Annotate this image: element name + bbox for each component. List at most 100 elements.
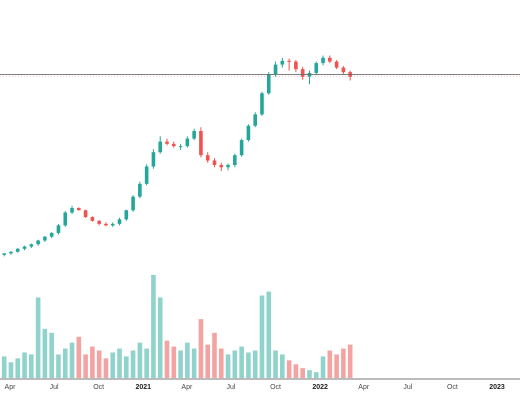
volume-bar <box>225 354 231 378</box>
volume-bar <box>205 344 211 378</box>
candle-body <box>287 60 291 62</box>
volume-bar <box>178 350 183 378</box>
x-tick-label-year: 2022 <box>312 384 328 391</box>
volume-bar <box>15 358 21 378</box>
candle-body <box>77 208 81 211</box>
volume-bar <box>313 372 319 378</box>
volume-bar <box>191 348 197 378</box>
volume-bar <box>232 350 238 378</box>
candle-body <box>260 93 264 115</box>
candle-body <box>165 141 169 144</box>
volume-bar <box>218 348 224 378</box>
candle-body <box>314 63 319 73</box>
x-tick-label-year: 2021 <box>135 384 151 391</box>
volume-bar <box>83 354 88 378</box>
x-tick-label: Oct <box>93 384 104 391</box>
volume-bar <box>320 356 326 378</box>
x-tick-label: Jul <box>50 384 59 391</box>
candle-body <box>9 251 13 254</box>
volume-bar <box>103 358 109 378</box>
candle-body <box>233 155 237 165</box>
candle-body <box>266 74 271 94</box>
candle-body <box>280 60 285 65</box>
volume-bar <box>1 356 7 378</box>
volume-bar <box>124 356 129 378</box>
volume-bar <box>259 295 265 378</box>
x-tick-label: Oct <box>447 384 458 391</box>
candle-body <box>131 196 135 211</box>
volume-bar <box>300 368 305 378</box>
x-tick-label: Apr <box>5 384 17 391</box>
volume-bar <box>29 354 34 378</box>
candle-body <box>56 225 61 233</box>
volume-bar <box>144 348 149 378</box>
x-axis-ticks: Apr Jul Oct 2021 Apr Jul Oct 2022 Apr Jul Oct 2023 <box>5 384 505 391</box>
volume-bar <box>49 332 54 378</box>
candle-body <box>321 57 325 64</box>
candle-body <box>90 217 95 221</box>
candle-body <box>294 61 298 70</box>
volume-bar <box>239 346 244 378</box>
candle-body <box>15 248 20 252</box>
volume-bar <box>90 346 95 378</box>
x-tick-label: Apr <box>358 384 370 391</box>
volume-bar <box>334 354 339 378</box>
candle-body <box>124 210 129 220</box>
volume-bar <box>212 332 217 378</box>
volume-bar <box>110 352 116 378</box>
volume-bar <box>157 297 163 378</box>
volume-bar <box>252 350 258 378</box>
volume-bar <box>198 319 204 378</box>
volume-bar <box>56 354 61 378</box>
x-tick-label: Jul <box>226 384 235 391</box>
candle-body <box>63 212 68 226</box>
candle-body <box>199 131 203 156</box>
candle-body <box>117 219 122 224</box>
volume-bar <box>171 346 177 378</box>
volume-bar <box>22 352 27 378</box>
x-tick-label-year: 2023 <box>489 384 505 391</box>
volume-bar <box>62 348 68 378</box>
candle-body <box>158 141 163 153</box>
volume-bars <box>1 274 353 378</box>
candle-body <box>246 125 251 141</box>
candle-body <box>36 240 40 245</box>
candle-body <box>239 140 244 156</box>
volume-bar <box>151 274 156 378</box>
candlesticks <box>2 55 352 257</box>
candle-body <box>192 131 196 139</box>
volume-bar <box>327 350 333 378</box>
candle-body <box>273 64 278 75</box>
volume-bar <box>246 352 251 378</box>
volume-bar <box>266 291 272 378</box>
candle-body <box>2 253 6 255</box>
candle-body <box>144 166 149 184</box>
x-tick-label: Jul <box>403 384 412 391</box>
volume-bar <box>341 348 346 378</box>
volume-bar <box>130 350 136 378</box>
candle-body <box>97 220 101 224</box>
candle-body <box>104 223 108 226</box>
volume-bar <box>117 348 122 378</box>
candle-body <box>178 146 183 148</box>
candle-body <box>43 236 47 241</box>
candle-body <box>151 152 156 167</box>
volume-bar <box>164 340 170 378</box>
candle-body <box>253 114 257 126</box>
candle-body <box>219 165 224 168</box>
candle-body <box>341 67 346 73</box>
volume-bar <box>137 342 143 378</box>
candle-body <box>110 223 115 226</box>
candle-body <box>70 208 74 213</box>
volume-bar <box>96 350 102 378</box>
volume-bar <box>307 370 312 378</box>
volume-bar <box>280 354 285 378</box>
volume-bar <box>293 364 299 378</box>
candle-body <box>205 155 210 161</box>
candle-body <box>22 246 27 249</box>
volume-bar <box>76 336 82 378</box>
candle-body <box>83 210 88 218</box>
candle-body <box>226 165 230 168</box>
